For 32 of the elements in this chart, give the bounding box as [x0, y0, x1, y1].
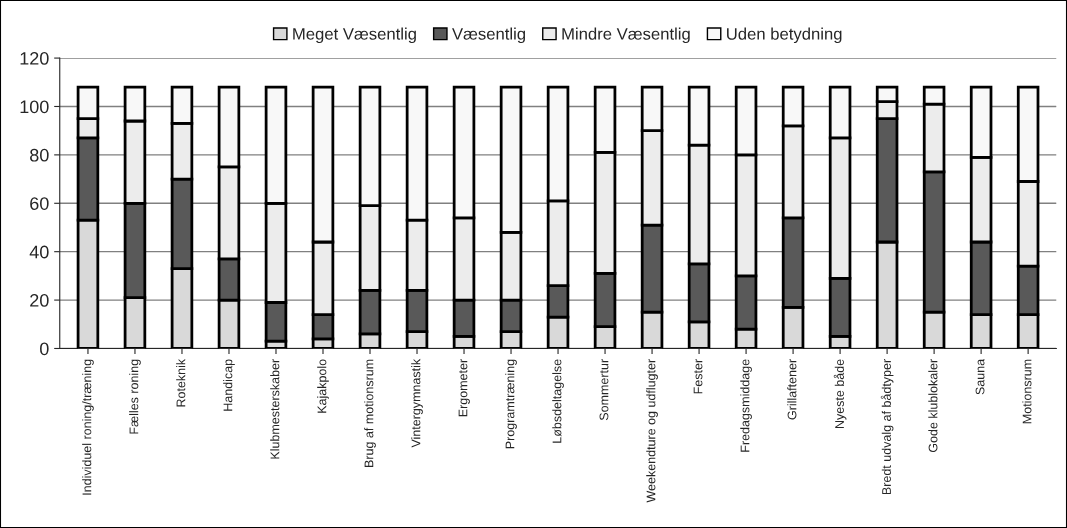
y-tick-label: 0 [40, 342, 49, 356]
y-tick-label: 40 [29, 245, 49, 259]
y-tick-label: 100 [20, 100, 49, 114]
x-tick-label: Sommertur [599, 359, 609, 421]
x-tick-label: Weekendture og udflugter [646, 359, 658, 503]
legend-label: Meget Væsentlig [293, 27, 416, 44]
x-tick-label: Programtræning [505, 359, 517, 449]
x-tick-label: Brug af motionsrum [364, 359, 376, 467]
x-tick-label: Individuel roning/træning [82, 359, 94, 495]
x-tick-label: Nyeste både [833, 359, 847, 429]
x-tick-label: Ergometer [458, 359, 470, 417]
x-tick-label: Sauna [975, 358, 985, 395]
x-tick-label: Grillaftener [787, 359, 797, 420]
x-tick-label: Handicap [223, 359, 235, 411]
x-tick-label: Roteknik [176, 358, 186, 407]
y-tick-label: 80 [30, 148, 49, 162]
legend-label: Væsentlig [452, 27, 526, 44]
legend-label: Uden betydning [727, 27, 842, 44]
y-tick-label: 20 [30, 294, 49, 307]
x-tick-label: Fælles roning [129, 359, 141, 434]
x-tick-label: Løbsdeltagelse [552, 359, 564, 443]
x-tick-label: Fester [693, 359, 703, 394]
legend-label: Mindre Væsentlig [562, 27, 690, 44]
x-tick-label: Bredt udvalg af bådtyper [880, 359, 894, 495]
x-tick-label: Motionsrum [1022, 359, 1032, 424]
x-tick-label: Klubmesterskaber [270, 359, 280, 459]
y-tick-label: 60 [30, 197, 49, 210]
x-tick-label: Kajakpolo [317, 359, 329, 413]
x-tick-label: Vintergymnastik [411, 358, 423, 448]
y-tick-label: 120 [20, 52, 49, 65]
x-tick-label: Gode klublokaler [928, 359, 938, 453]
x-tick-label: Fredagsmiddage [740, 359, 752, 452]
